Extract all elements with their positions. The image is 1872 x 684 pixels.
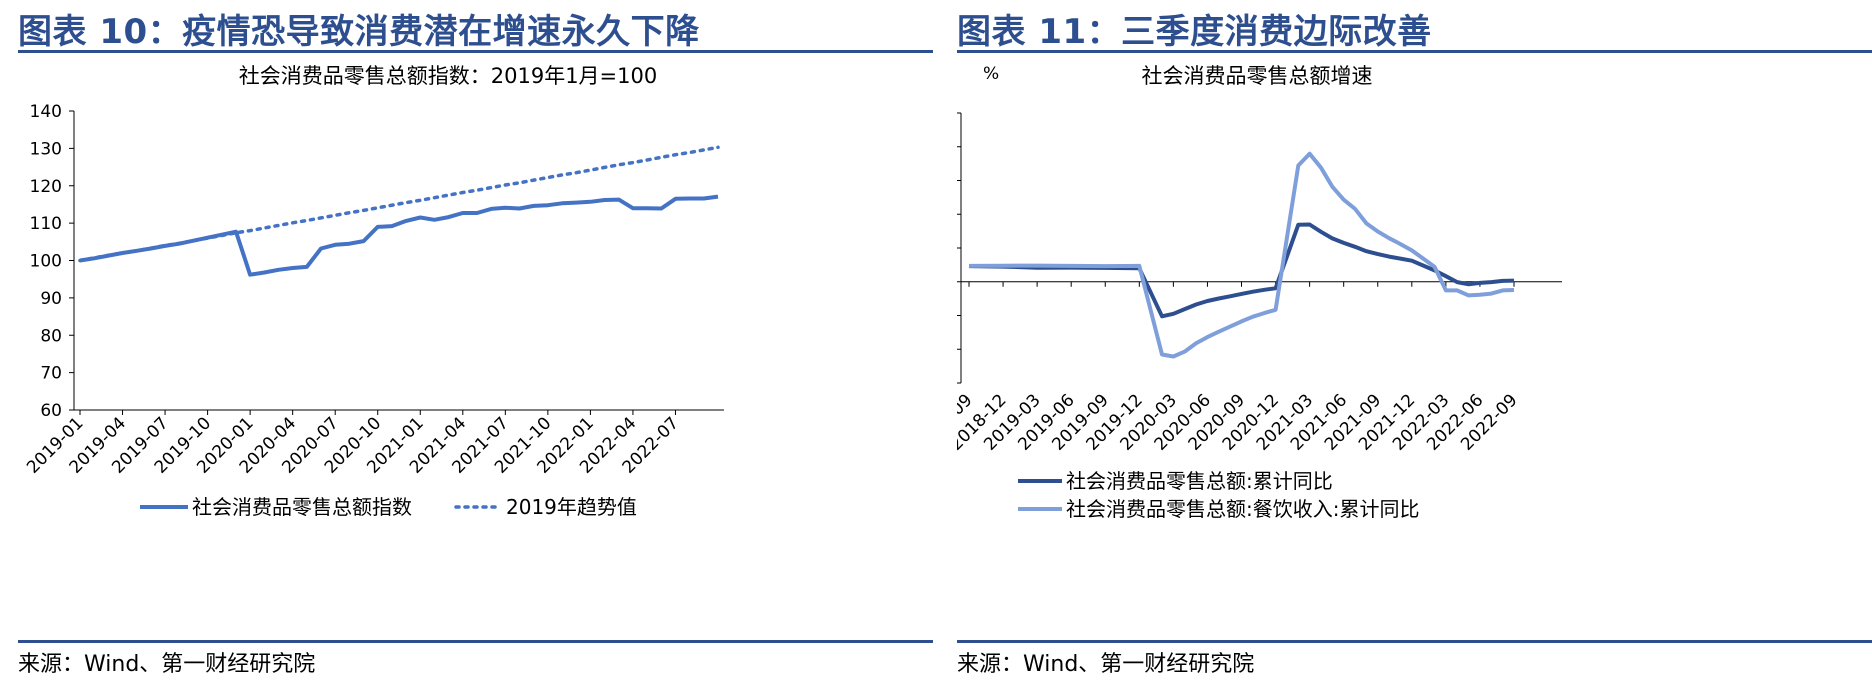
left-panel: 图表 10：疫情恐导致消费潜在增速永久下降 社会消费品零售总额指数：2019年1… (18, 0, 933, 684)
y-tick-label: 60 (40, 401, 62, 421)
source-rule (18, 640, 933, 643)
y-tick-label: 120 (30, 177, 62, 197)
legend-label-2: 社会消费品零售总额:餐饮收入:累计同比 (1066, 497, 1419, 521)
source-rule (957, 640, 1872, 643)
chart-title: 社会消费品零售总额指数：2019年1月=100 (239, 64, 657, 88)
growth-line-chart: 社会消费品零售总额增速%-60-40-200204060801002018-09… (957, 64, 1562, 521)
y-tick-label: 70 (40, 364, 62, 384)
legend-label-1: 社会消费品零售总额指数 (192, 495, 412, 519)
figure-title: 图表 11：三季度消费边际改善 (957, 12, 1432, 52)
legend-label-1: 社会消费品零售总额:累计同比 (1066, 469, 1333, 493)
series-line-2 (968, 151, 1515, 359)
legend-label-2: 2019年趋势值 (506, 495, 637, 519)
title-rule (18, 50, 933, 53)
y-tick-label: 130 (30, 139, 62, 159)
series-line-1 (79, 194, 719, 277)
source-note: 来源：Wind、第一财经研究院 (18, 652, 316, 677)
index-line-chart: 社会消费品零售总额指数：2019年1月=100 60 70 80 90 100 110 120… (23, 64, 724, 519)
right-panel: 图表 11：三季度消费边际改善 社会消费品零售总额增速%-60-40-20020… (957, 0, 1872, 684)
series-line-1 (968, 222, 1515, 319)
y-unit-label: % (983, 64, 999, 84)
y-tick-label: 80 (40, 326, 62, 346)
y-tick-label: 100 (30, 252, 62, 272)
y-tick-label: 140 (30, 102, 62, 122)
title-rule (957, 50, 1872, 53)
y-tick-label: 90 (40, 289, 62, 309)
series-line-2 (78, 145, 720, 263)
source-note: 来源：Wind、第一财经研究院 (957, 652, 1255, 677)
y-tick-label: 110 (30, 214, 62, 234)
figure-title: 图表 10：疫情恐导致消费潜在增速永久下降 (18, 12, 700, 52)
chart-title: 社会消费品零售总额增速 (1142, 64, 1373, 88)
